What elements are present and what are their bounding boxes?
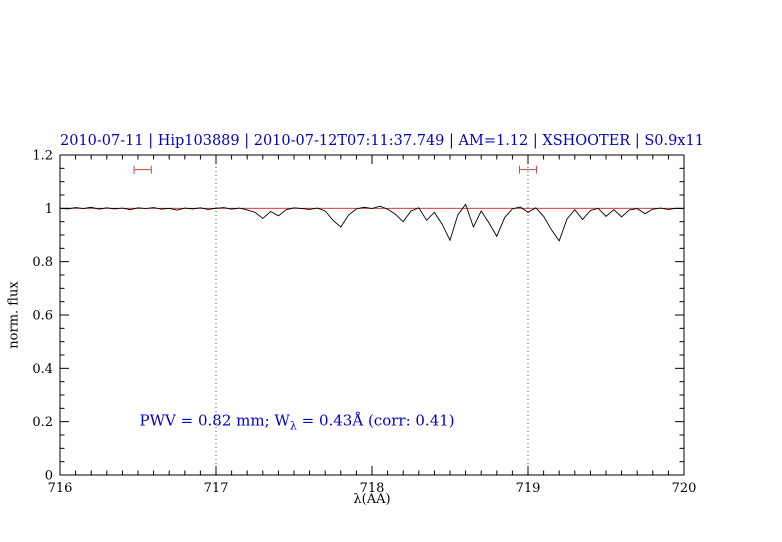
pwv-annotation-post: = 0.43Å (corr: 0.41) — [296, 411, 455, 430]
x-tick-label: 718 — [360, 481, 385, 496]
y-tick-label: 1 — [45, 202, 53, 217]
y-tick-label: 0.2 — [32, 415, 53, 430]
y-axis-label: norm. flux — [6, 281, 22, 349]
x-tick-label: 719 — [516, 481, 541, 496]
y-tick-label: 0.4 — [32, 362, 53, 377]
plot-title: 2010-07-11 | Hip103889 | 2010-07-12T07:1… — [60, 133, 704, 149]
y-tick-label: 1.2 — [32, 149, 53, 164]
x-tick-label: 717 — [204, 481, 229, 496]
x-axis-label: λ(AA) — [353, 492, 391, 507]
pwv-annotation: PWV = 0.82 mm; Wλ = 0.43Å (corr: 0.41) — [140, 411, 455, 432]
y-tick-label: 0 — [45, 469, 53, 484]
spectrum-line — [59, 203, 685, 242]
pwv-annotation-sub: λ — [289, 419, 297, 433]
y-tick-label: 0.6 — [32, 309, 53, 324]
x-tick-label: 720 — [672, 481, 697, 496]
x-tick-label: 716 — [48, 481, 73, 496]
pwv-annotation-pre: PWV = 0.82 mm; W — [139, 411, 290, 430]
y-tick-label: 0.8 — [32, 255, 53, 270]
